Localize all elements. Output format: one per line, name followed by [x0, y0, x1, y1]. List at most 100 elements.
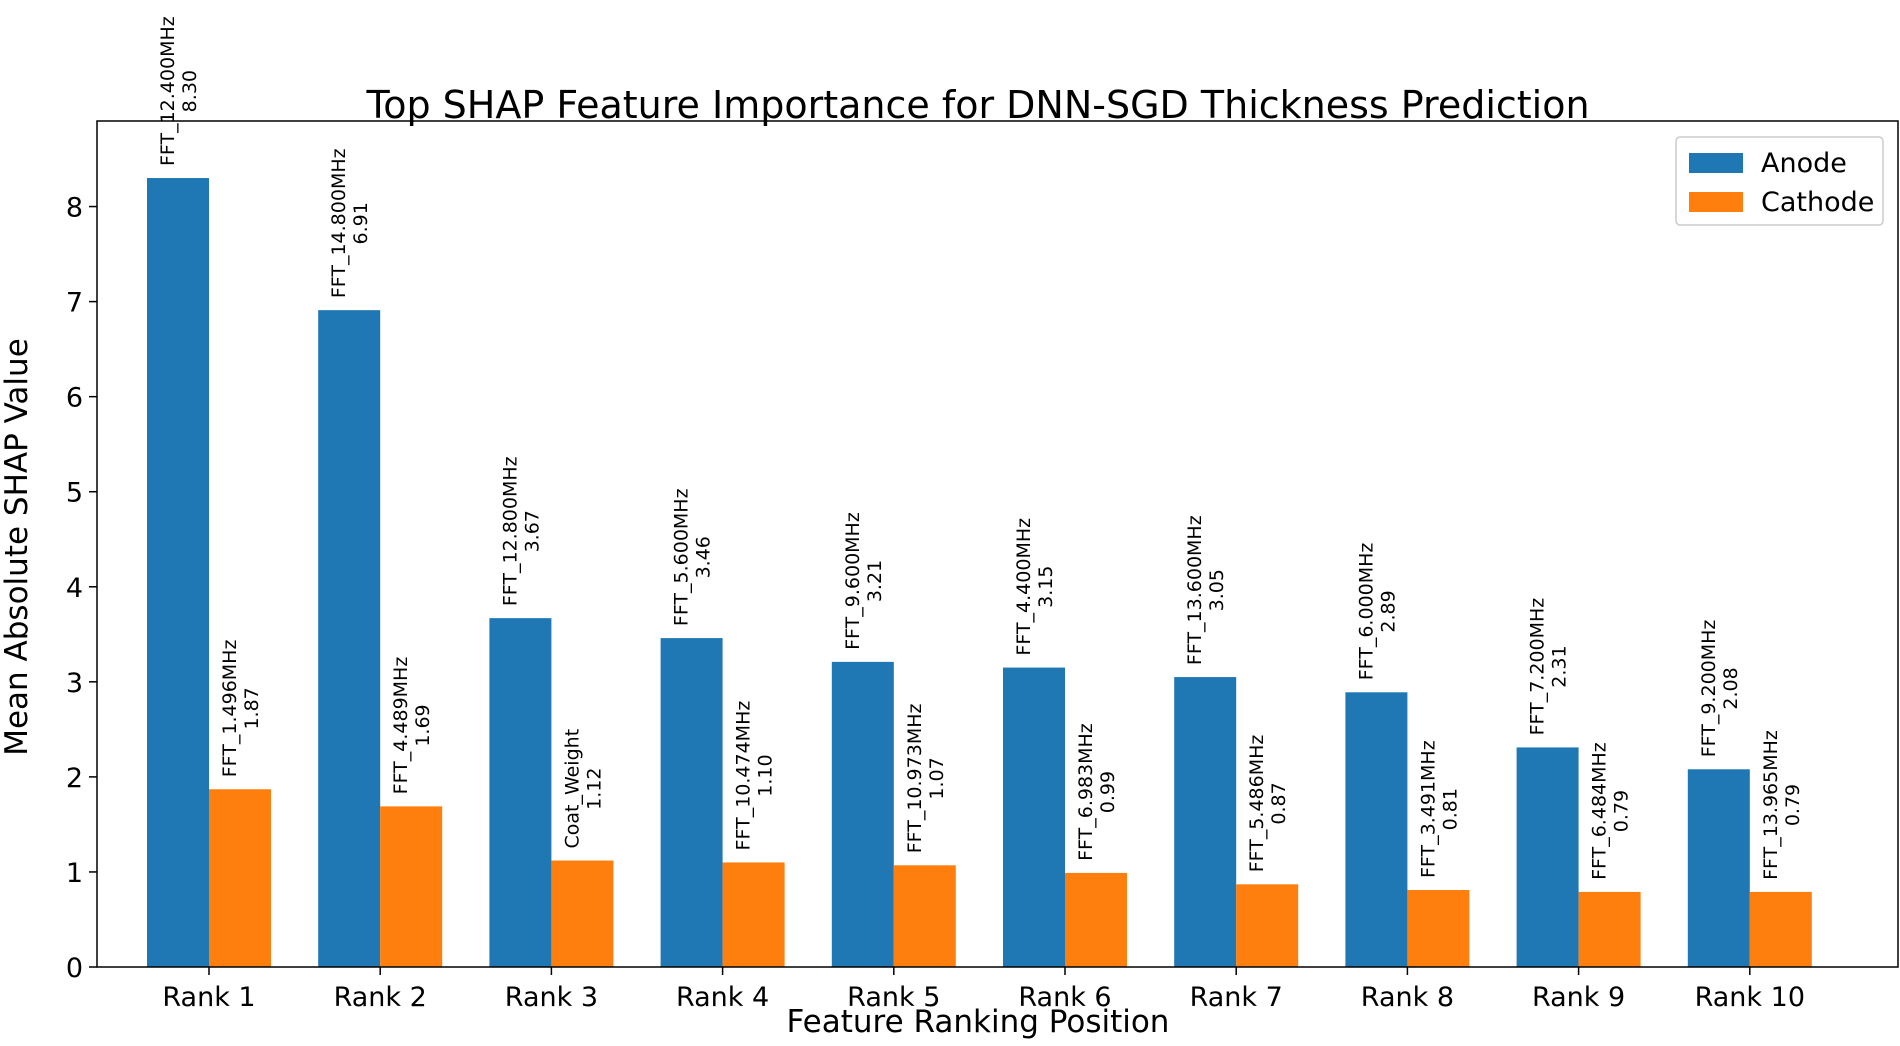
y-tick-label: 0: [66, 953, 83, 984]
bar-value-label: 3.46: [693, 536, 715, 578]
bar-feature-label: FFT_10.973MHz: [904, 703, 926, 853]
bar-feature-label: FFT_6.484MHz: [1589, 742, 1611, 880]
bar-value-label: 1.07: [926, 757, 948, 799]
bar-label-anode-9: FFT_7.200MHz 2.31: [1527, 598, 1571, 736]
bar-anode-2: [318, 310, 381, 967]
bar-value-label: 6.91: [350, 202, 372, 244]
bar-value-label: 2.89: [1377, 590, 1399, 632]
bar-value-label: 1.69: [412, 704, 434, 746]
legend: Anode Cathode: [1675, 136, 1884, 226]
bar-anode-1: [147, 178, 209, 968]
bar-feature-label: Coat_Weight: [561, 729, 583, 849]
bar-label-anode-3: FFT_12.800MHz 3.67: [499, 456, 543, 606]
x-tick-label: Rank 6: [1018, 982, 1111, 1013]
bar-value-label: 3.21: [864, 560, 886, 602]
bar-feature-label: FFT_14.800MHz: [328, 148, 350, 298]
bar-label-cathode-5: FFT_10.973MHz 1.07: [904, 703, 948, 853]
bar-value-label: 1.12: [583, 768, 605, 810]
bar-label-cathode-10: FFT_13.965MHz 0.79: [1760, 730, 1804, 880]
bar-value-label: 0.99: [1097, 771, 1119, 813]
bar-label-anode-6: FFT_4.400MHz 3.15: [1013, 518, 1057, 656]
x-tick-label: Rank 1: [162, 982, 255, 1013]
bar-value-label: 8.30: [179, 70, 201, 112]
bar-anode-9: [1516, 747, 1579, 967]
chart-title: Top SHAP Feature Importance for DNN-SGD …: [365, 83, 1589, 127]
bar-anode-6: [1003, 667, 1065, 967]
x-axis-label: Feature Ranking Position: [787, 1004, 1170, 1040]
bar-label-anode-1: FFT_12.400MHz 8.30: [157, 16, 201, 166]
x-tick-label: Rank 4: [676, 982, 769, 1013]
bar-label-anode-7: FFT_13.600MHz 3.05: [1184, 515, 1228, 665]
bar-anode-3: [489, 618, 552, 967]
y-tick-label: 8: [66, 193, 83, 224]
bar-feature-label: FFT_10.474MHz: [733, 701, 755, 851]
bar-anode-4: [660, 638, 723, 967]
bar-label-cathode-6: FFT_6.983MHz 0.99: [1075, 723, 1119, 861]
y-tick-label: 4: [66, 573, 83, 604]
x-tick-label: Rank 9: [1532, 982, 1625, 1013]
legend-label-cathode: Cathode: [1761, 187, 1874, 218]
bar-feature-label: FFT_9.200MHz: [1698, 620, 1720, 758]
legend-swatch-cathode: [1689, 192, 1743, 212]
y-tick-label: 2: [66, 763, 83, 794]
bar-feature-label: FFT_3.491MHz: [1417, 740, 1439, 878]
bar-cathode-4: [722, 862, 785, 967]
bar-value-label: 1.87: [241, 687, 263, 729]
bar-cathode-6: [1065, 872, 1127, 967]
y-tick-label: 5: [66, 478, 83, 509]
bar-anode-7: [1174, 677, 1237, 967]
bar-label-anode-2: FFT_14.800MHz 6.91: [328, 148, 372, 298]
bar-feature-label: FFT_12.400MHz: [157, 16, 179, 166]
bar-cathode-3: [551, 860, 614, 967]
bar-feature-label: FFT_5.486MHz: [1246, 735, 1268, 873]
bar-feature-label: FFT_1.496MHz: [219, 640, 241, 778]
bar-value-label: 3.15: [1035, 566, 1057, 608]
x-tick-label: Rank 2: [334, 982, 427, 1013]
x-tick-label: Rank 3: [505, 982, 598, 1013]
bar-feature-label: FFT_13.965MHz: [1760, 730, 1782, 880]
bar-value-label: 3.67: [521, 510, 543, 552]
x-tick-label: Rank 5: [847, 982, 940, 1013]
bar-labels-layer: FFT_12.400MHz 8.30 FFT_1.496MHz 1.87 FFT_14.…: [157, 16, 1804, 880]
bar-cathode-10: [1749, 891, 1812, 967]
bar-value-label: 0.79: [1611, 790, 1633, 832]
bar-feature-label: FFT_4.489MHz: [390, 657, 412, 795]
bar-feature-label: FFT_9.600MHz: [842, 512, 864, 650]
bar-anode-10: [1687, 769, 1750, 967]
plot-frame: [96, 120, 1899, 968]
bar-feature-label: FFT_12.800MHz: [499, 456, 521, 606]
bar-label-cathode-9: FFT_6.484MHz 0.79: [1589, 742, 1633, 880]
y-tick-label: 6: [66, 383, 83, 414]
bar-cathode-5: [893, 865, 956, 967]
bar-label-anode-5: FFT_9.600MHz 3.21: [842, 512, 886, 650]
bar-label-cathode-7: FFT_5.486MHz 0.87: [1246, 735, 1290, 873]
bar-label-cathode-3: Coat_Weight 1.12: [561, 729, 605, 849]
bar-value-label: 3.05: [1206, 569, 1228, 611]
bar-label-cathode-4: FFT_10.474MHz 1.10: [733, 701, 777, 851]
bar-feature-label: FFT_4.400MHz: [1013, 518, 1035, 656]
bar-value-label: 0.81: [1439, 788, 1461, 830]
bar-label-anode-10: FFT_9.200MHz 2.08: [1698, 620, 1742, 758]
y-tick-label: 1: [66, 858, 83, 889]
axes-layer: Rank 1 Rank 2 Rank 3 Rank 4 Rank 5 Rank 6 Rank…: [66, 120, 1899, 1013]
bar-anode-5: [831, 661, 894, 967]
bar-feature-label: FFT_7.200MHz: [1527, 598, 1549, 736]
bar-label-cathode-2: FFT_4.489MHz 1.69: [390, 657, 434, 795]
bar-cathode-7: [1236, 884, 1299, 967]
bar-value-label: 0.79: [1782, 784, 1804, 826]
legend-label-anode: Anode: [1761, 148, 1847, 179]
bar-anode-8: [1345, 692, 1408, 967]
bar-cathode-8: [1407, 890, 1470, 967]
bar-label-anode-4: FFT_5.600MHz 3.46: [671, 488, 715, 626]
x-tick-label: Rank 8: [1361, 982, 1454, 1013]
bar-label-cathode-8: FFT_3.491MHz 0.81: [1417, 740, 1461, 878]
y-tick-label: 7: [66, 288, 83, 319]
y-tick-label: 3: [66, 668, 83, 699]
bars-layer: [147, 178, 1812, 968]
bar-value-label: 0.87: [1268, 782, 1290, 824]
bar-value-label: 2.08: [1720, 667, 1742, 709]
bar-feature-label: FFT_6.983MHz: [1075, 723, 1097, 861]
bar-cathode-1: [209, 789, 271, 967]
